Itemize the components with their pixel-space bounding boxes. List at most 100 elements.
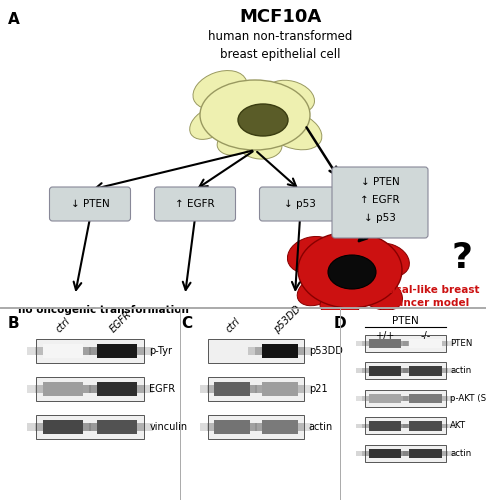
Bar — [362, 424, 408, 428]
Bar — [255, 347, 305, 354]
Bar — [43, 382, 83, 396]
Text: human non-transformed
breast epithelial cell: human non-transformed breast epithelial … — [208, 30, 352, 61]
Bar — [262, 344, 298, 358]
Text: ↑ EGFR: ↑ EGFR — [360, 195, 400, 205]
Text: ↓ PTEN: ↓ PTEN — [361, 177, 399, 187]
Bar — [403, 341, 448, 345]
Bar — [200, 423, 264, 430]
Bar — [81, 347, 153, 354]
Ellipse shape — [297, 274, 339, 306]
Bar — [364, 362, 446, 380]
Bar — [27, 423, 99, 430]
Text: no oncogenic transformation: no oncogenic transformation — [18, 305, 189, 315]
Bar — [396, 396, 454, 400]
Bar — [403, 451, 448, 456]
Bar — [36, 376, 144, 401]
Bar — [369, 421, 401, 430]
Bar — [409, 394, 441, 403]
Ellipse shape — [320, 293, 360, 317]
Bar — [396, 424, 454, 428]
Bar — [35, 347, 91, 354]
Text: C: C — [182, 316, 192, 330]
Text: p-AKT (S473): p-AKT (S473) — [450, 394, 486, 403]
Bar — [396, 451, 454, 456]
Bar — [356, 341, 414, 345]
FancyBboxPatch shape — [155, 187, 236, 221]
Bar — [409, 421, 441, 430]
Ellipse shape — [366, 243, 409, 277]
Text: EGFR: EGFR — [108, 309, 133, 334]
Ellipse shape — [298, 232, 402, 308]
Bar — [362, 341, 408, 345]
Text: ↓ p53: ↓ p53 — [364, 213, 396, 223]
Bar — [208, 338, 304, 363]
Bar — [97, 344, 137, 358]
Bar — [403, 368, 448, 373]
Text: actin: actin — [450, 366, 471, 376]
Bar — [200, 385, 264, 392]
Text: ↓ PTEN: ↓ PTEN — [70, 199, 109, 209]
Bar — [409, 448, 441, 458]
Bar — [207, 423, 257, 430]
Bar — [262, 382, 298, 396]
Bar — [356, 451, 414, 456]
Bar — [214, 382, 250, 396]
Bar — [369, 394, 401, 403]
Bar — [97, 420, 137, 434]
Text: actin: actin — [309, 422, 333, 432]
Text: ↓ p53: ↓ p53 — [284, 199, 316, 209]
Bar — [364, 334, 446, 352]
Bar — [97, 382, 137, 396]
Bar — [36, 414, 144, 439]
Text: AKT: AKT — [450, 422, 467, 430]
Text: basal-like breast
cancer model: basal-like breast cancer model — [381, 285, 479, 308]
Bar — [43, 344, 83, 358]
Ellipse shape — [217, 131, 253, 155]
Text: +/+: +/+ — [375, 331, 395, 341]
Text: ↑ EGFR: ↑ EGFR — [175, 199, 215, 209]
Ellipse shape — [193, 70, 247, 110]
Bar — [403, 424, 448, 428]
Bar — [362, 451, 408, 456]
Bar — [27, 347, 99, 354]
Ellipse shape — [190, 106, 230, 140]
Text: p21: p21 — [309, 384, 328, 394]
Bar — [247, 385, 312, 392]
Bar — [369, 448, 401, 458]
Bar — [36, 338, 144, 363]
Bar — [262, 420, 298, 434]
Bar — [208, 414, 304, 439]
Bar — [81, 423, 153, 430]
FancyBboxPatch shape — [260, 187, 341, 221]
Bar — [27, 385, 99, 392]
Ellipse shape — [238, 131, 282, 159]
Bar — [362, 396, 408, 400]
Bar — [364, 445, 446, 462]
FancyBboxPatch shape — [50, 187, 131, 221]
Text: p-Tyr: p-Tyr — [149, 346, 172, 356]
Text: PTEN: PTEN — [392, 316, 418, 326]
Text: p53DD: p53DD — [309, 346, 343, 356]
Bar — [214, 420, 250, 434]
Bar — [255, 385, 305, 392]
FancyBboxPatch shape — [332, 167, 428, 238]
Text: B: B — [7, 316, 19, 330]
Ellipse shape — [238, 104, 288, 136]
Ellipse shape — [353, 274, 402, 310]
Bar — [208, 376, 304, 401]
Bar — [369, 366, 401, 376]
Bar — [255, 423, 305, 430]
Bar — [409, 366, 441, 376]
Bar — [369, 338, 401, 348]
Bar — [362, 368, 408, 373]
Text: A: A — [8, 12, 20, 27]
Text: EGFR: EGFR — [149, 384, 175, 394]
Text: -/-: -/- — [420, 331, 431, 341]
Text: ?: ? — [451, 241, 472, 275]
Ellipse shape — [337, 228, 373, 252]
Bar — [403, 396, 448, 400]
Bar — [247, 347, 312, 354]
Ellipse shape — [328, 255, 376, 289]
Bar — [364, 418, 446, 434]
Bar — [81, 385, 153, 392]
